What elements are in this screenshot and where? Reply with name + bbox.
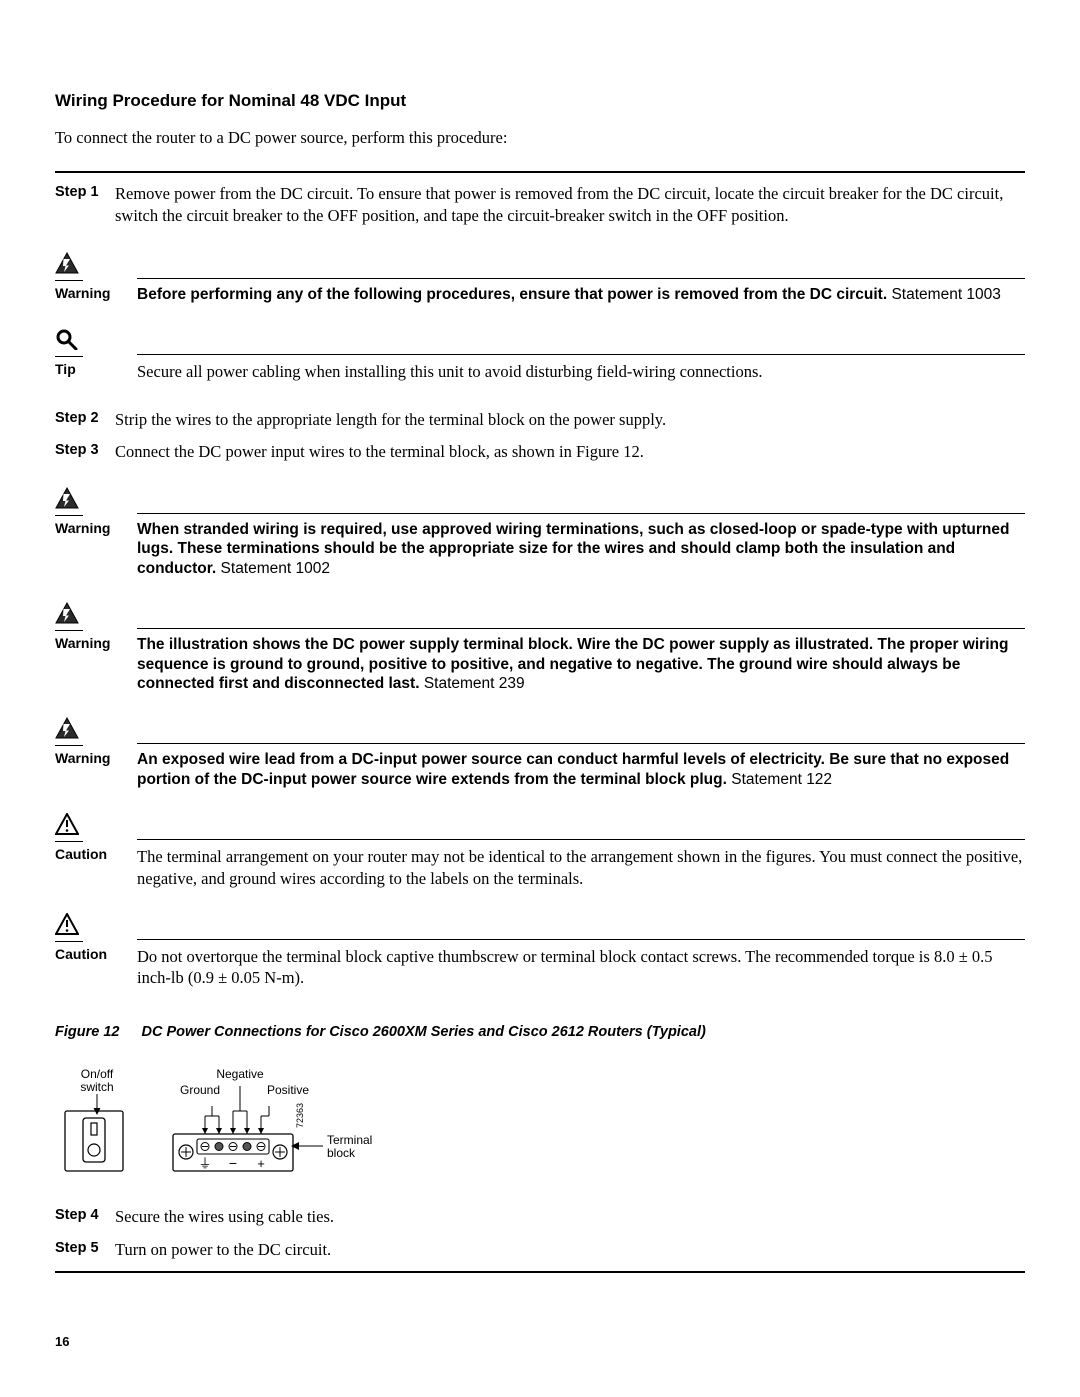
figure-12-diagram: On/offswitch ⏚ − + Ground Negative Posit… bbox=[55, 1056, 1025, 1196]
fig-partnum: 72363 bbox=[295, 1103, 305, 1128]
caution-label: Caution bbox=[55, 945, 137, 964]
caution-icon bbox=[55, 813, 83, 842]
caution-label: Caution bbox=[55, 845, 137, 864]
step-5-label: Step 5 bbox=[55, 1239, 115, 1259]
fig-label-positive: Positive bbox=[267, 1083, 309, 1097]
step-3-text: Connect the DC power input wires to the … bbox=[115, 441, 1025, 463]
svg-text:On/offswitch: On/offswitch bbox=[80, 1067, 114, 1094]
warning-4-text: An exposed wire lead from a DC-input pow… bbox=[137, 750, 1025, 789]
warning-3-stmt: Statement 239 bbox=[424, 675, 525, 692]
warning-2: Warning When stranded wiring is required… bbox=[55, 487, 1025, 578]
warning-1: Warning Before performing any of the fol… bbox=[55, 252, 1025, 304]
warning-icon bbox=[55, 717, 83, 746]
tip-icon bbox=[55, 328, 83, 357]
fig-label-onoff-2: switch bbox=[80, 1080, 113, 1094]
bottom-rule bbox=[55, 1271, 1025, 1273]
step-3-label: Step 3 bbox=[55, 441, 115, 461]
warning-4: Warning An exposed wire lead from a DC-i… bbox=[55, 717, 1025, 789]
fig-sym-plus: + bbox=[257, 1156, 265, 1171]
fig-label-terminal-1: Terminal bbox=[327, 1133, 372, 1147]
step-3: Step 3 Connect the DC power input wires … bbox=[55, 441, 1025, 463]
warning-3: Warning The illustration shows the DC po… bbox=[55, 602, 1025, 693]
tip-rule bbox=[137, 354, 1025, 355]
caution-1-rule bbox=[137, 839, 1025, 840]
warning-icon bbox=[55, 487, 83, 516]
caution-1: Caution The terminal arrangement on your… bbox=[55, 813, 1025, 889]
warning-1-text: Before performing any of the following p… bbox=[137, 285, 1025, 304]
caution-2-text: Do not overtorque the terminal block cap… bbox=[137, 946, 1025, 989]
tip-label: Tip bbox=[55, 360, 137, 379]
figure-title: DC Power Connections for Cisco 2600XM Se… bbox=[142, 1024, 706, 1040]
step-1: Step 1 Remove power from the DC circuit.… bbox=[55, 183, 1025, 228]
warning-4-stmt: Statement 122 bbox=[731, 771, 832, 788]
warning-4-bold: An exposed wire lead from a DC-input pow… bbox=[137, 751, 1009, 787]
warning-1-rule bbox=[137, 278, 1025, 279]
page-number: 16 bbox=[55, 1333, 1025, 1351]
caution-icon bbox=[55, 913, 83, 942]
fig-label-onoff-1: On/off bbox=[81, 1067, 114, 1081]
step-5-text: Turn on power to the DC circuit. bbox=[115, 1239, 1025, 1261]
fig-label-negative: Negative bbox=[216, 1067, 264, 1081]
warning-3-bold: The illustration shows the DC power supp… bbox=[137, 636, 1008, 692]
warning-4-rule bbox=[137, 743, 1025, 744]
warning-label: Warning bbox=[55, 749, 137, 768]
section-title: Wiring Procedure for Nominal 48 VDC Inpu… bbox=[55, 90, 1025, 113]
figure-caption: Figure 12 DC Power Connections for Cisco… bbox=[55, 1023, 1025, 1043]
warning-label: Warning bbox=[55, 284, 137, 303]
warning-1-stmt: Statement 1003 bbox=[891, 286, 1000, 303]
warning-2-rule bbox=[137, 513, 1025, 514]
warning-label: Warning bbox=[55, 634, 137, 653]
step-5: Step 5 Turn on power to the DC circuit. bbox=[55, 1239, 1025, 1261]
warning-2-text: When stranded wiring is required, use ap… bbox=[137, 520, 1025, 578]
warning-icon bbox=[55, 602, 83, 631]
warning-1-bold: Before performing any of the following p… bbox=[137, 286, 887, 303]
step-4-text: Secure the wires using cable ties. bbox=[115, 1206, 1025, 1228]
warning-3-rule bbox=[137, 628, 1025, 629]
step-4-label: Step 4 bbox=[55, 1206, 115, 1226]
step-1-label: Step 1 bbox=[55, 183, 115, 203]
step-2: Step 2 Strip the wires to the appropriat… bbox=[55, 409, 1025, 431]
step-1-text: Remove power from the DC circuit. To ens… bbox=[115, 183, 1025, 228]
tip-1: Tip Secure all power cabling when instal… bbox=[55, 328, 1025, 382]
fig-label-terminal-2: block bbox=[327, 1146, 356, 1160]
step-2-label: Step 2 bbox=[55, 409, 115, 429]
tip-text: Secure all power cabling when installing… bbox=[137, 361, 1025, 382]
warning-label: Warning bbox=[55, 519, 137, 538]
section-intro: To connect the router to a DC power sour… bbox=[55, 127, 1025, 149]
step-4: Step 4 Secure the wires using cable ties… bbox=[55, 1206, 1025, 1228]
caution-1-text: The terminal arrangement on your router … bbox=[137, 846, 1025, 889]
warning-icon bbox=[55, 252, 83, 281]
step-2-text: Strip the wires to the appropriate lengt… bbox=[115, 409, 1025, 431]
warning-2-stmt: Statement 1002 bbox=[221, 560, 330, 577]
caution-2: Caution Do not overtorque the terminal b… bbox=[55, 913, 1025, 989]
fig-sym-ground: ⏚ bbox=[198, 1156, 211, 1171]
figure-number: Figure 12 bbox=[55, 1024, 119, 1040]
fig-label-ground: Ground bbox=[180, 1083, 220, 1097]
warning-3-text: The illustration shows the DC power supp… bbox=[137, 635, 1025, 693]
caution-2-rule bbox=[137, 939, 1025, 940]
fig-sym-minus: − bbox=[229, 1155, 237, 1171]
top-rule bbox=[55, 171, 1025, 173]
